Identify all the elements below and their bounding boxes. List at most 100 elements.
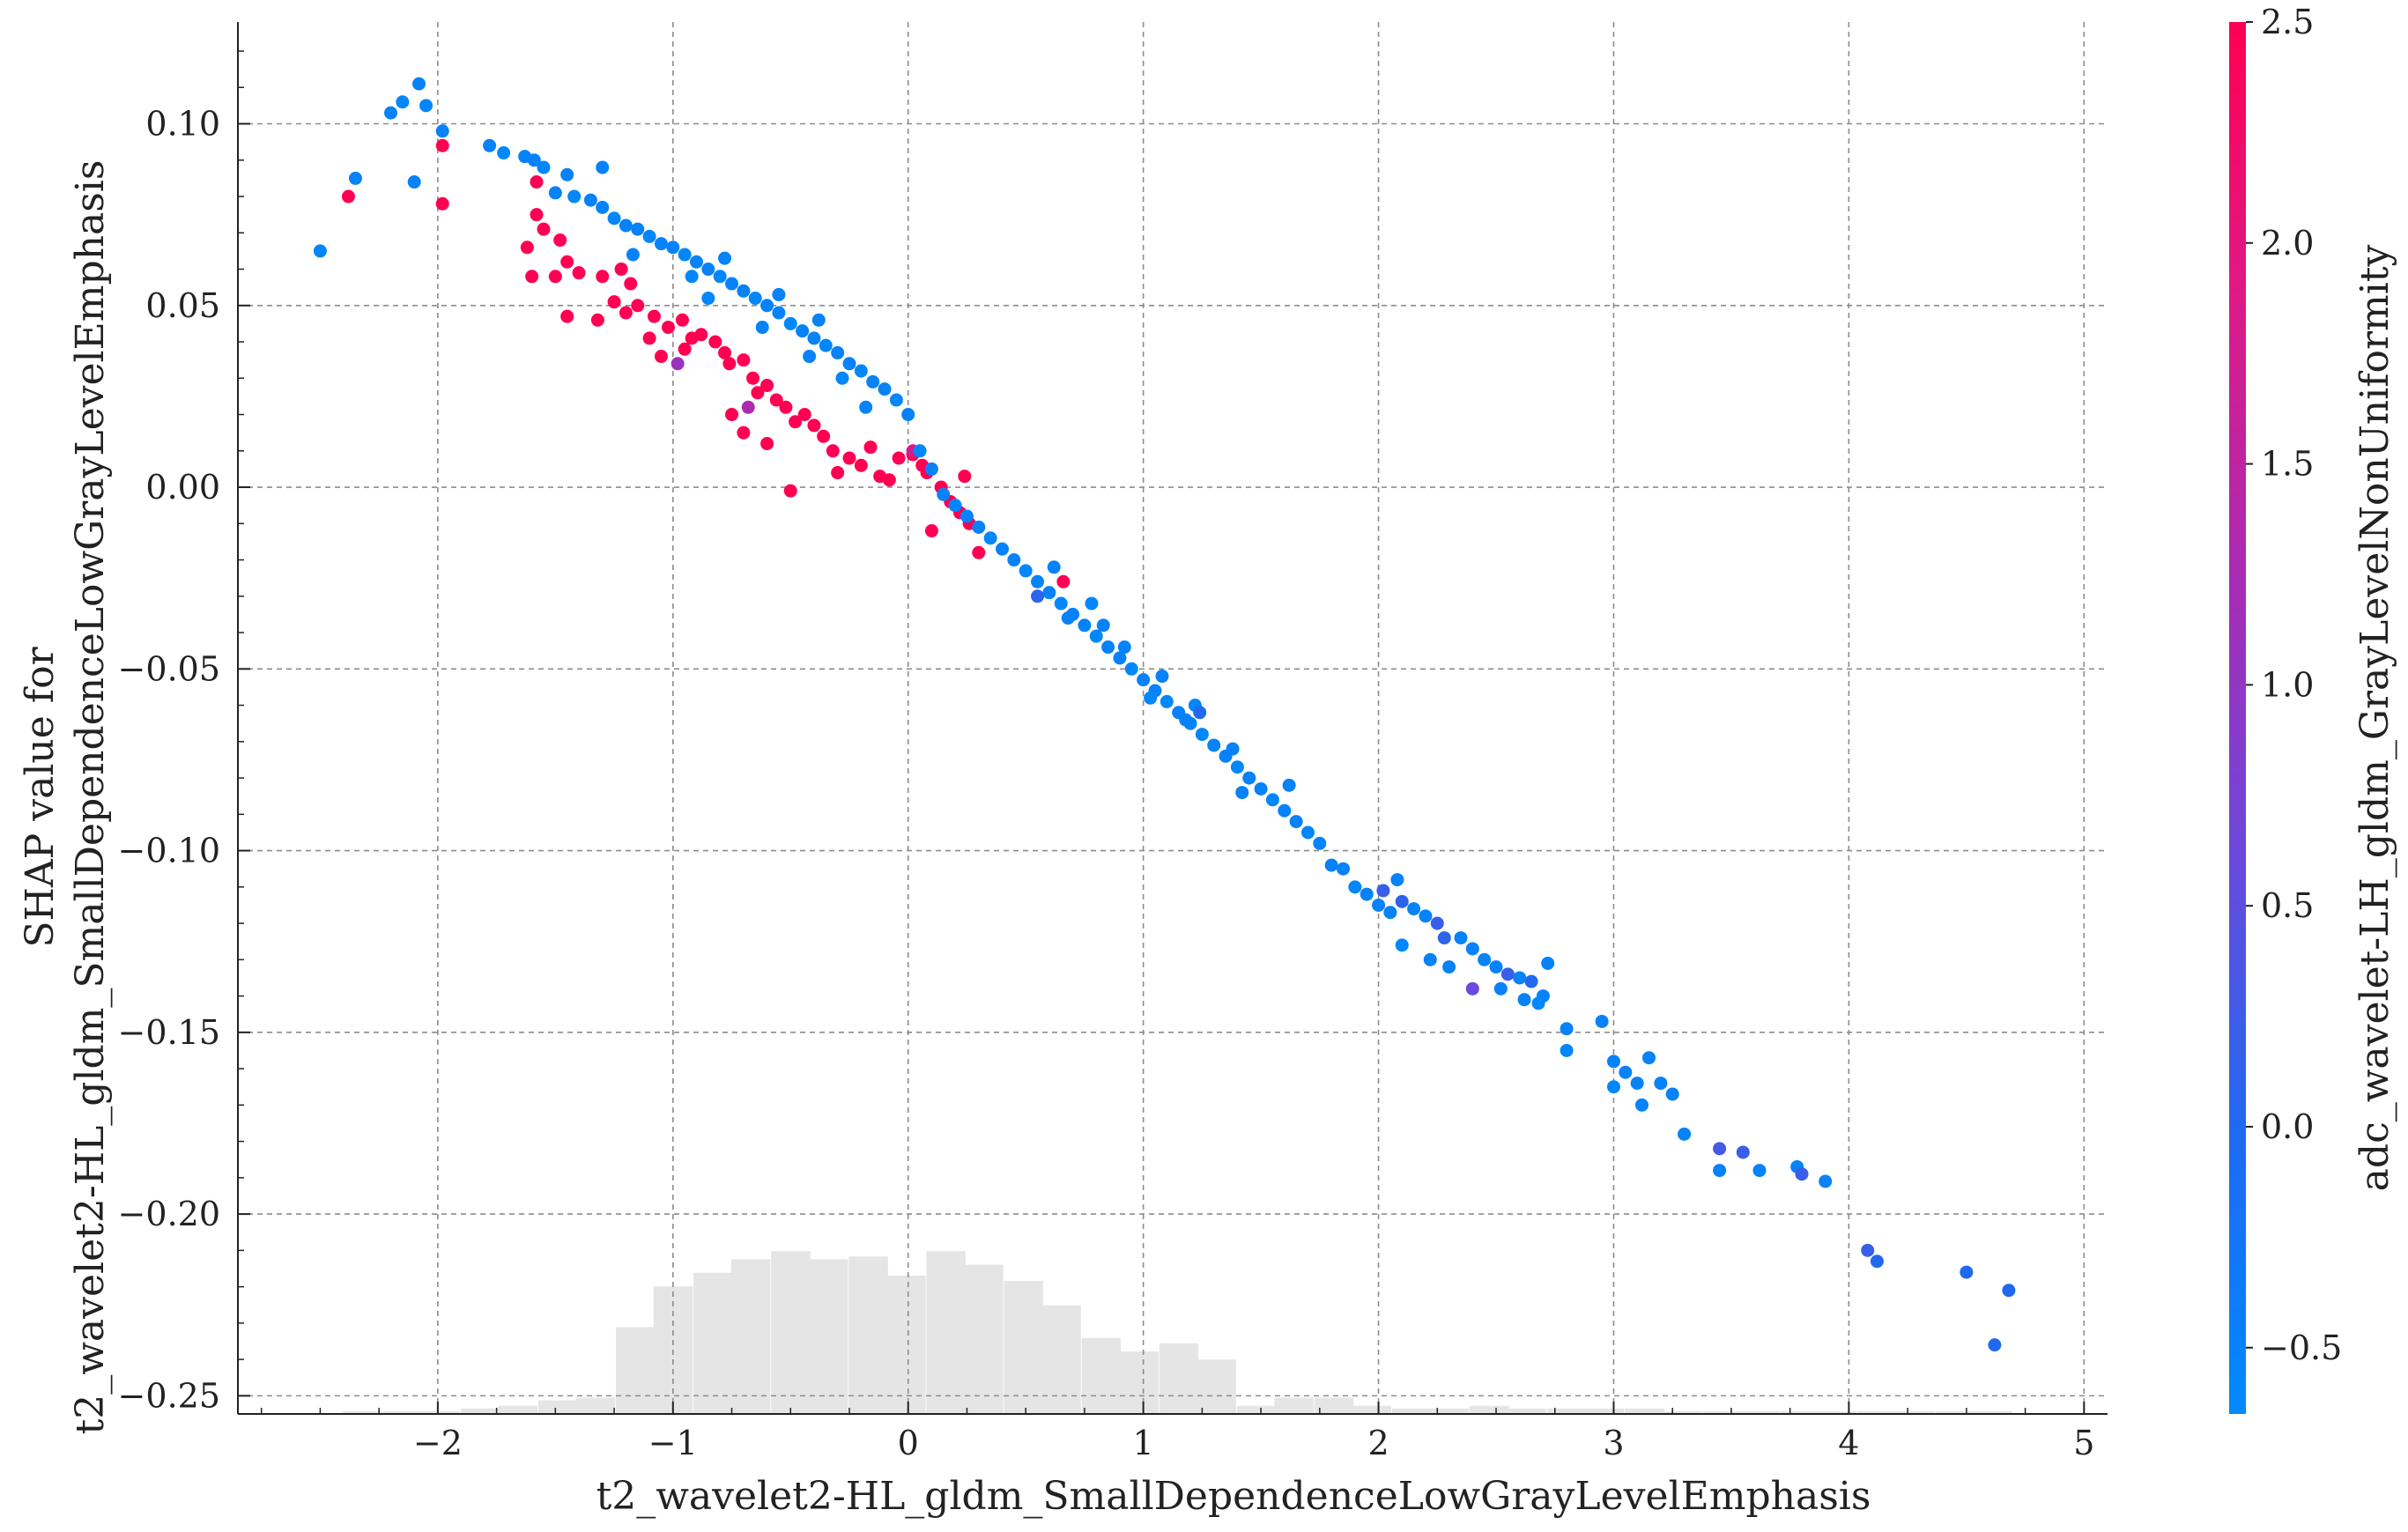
scatter-point [1031,589,1045,603]
y-tick-label: −0.10 [118,832,220,870]
scatter-point [313,244,327,258]
histogram-bar [1391,1408,1432,1414]
scatter-point [746,371,760,385]
scatter-point [1635,1098,1649,1112]
colorbar: 2.5 2.0 1.5 1.0 0.5 0.0 −0.5 [2229,3,2342,1414]
histogram-bar [382,1410,423,1414]
scatter-point [654,350,668,364]
histogram-bar [1780,1410,1819,1414]
histogram-bar [1895,1410,1935,1414]
scatter-point [1047,560,1061,574]
scatter-point [1500,967,1515,981]
x-tick-label: 0 [898,1424,919,1462]
scatter-point [863,440,878,455]
scatter-point [419,99,433,113]
scatter-point [435,124,449,138]
scatter-point [826,444,840,458]
y-axis-title-line-1: SHAP value for [18,646,63,947]
histogram-bar [1935,1410,1975,1414]
histogram-bar [848,1256,888,1414]
scatter-point [624,277,638,291]
x-tick-label: −2 [413,1424,463,1462]
scatter-point [854,364,868,378]
colorbar-tick-label: 2.0 [2261,224,2314,263]
scatter-point [572,266,586,280]
histogram-bar [460,1408,500,1414]
scatter-point [972,520,986,534]
scatter-point [995,542,1009,556]
histogram-bar [771,1251,811,1414]
scatter-point [1360,887,1374,901]
scatter-point [383,106,397,120]
scatter-point [1313,836,1327,850]
scatter-point [1960,1265,1974,1279]
scatter-point [607,295,621,309]
scatter-point [675,313,689,327]
scatter-point [958,470,972,484]
scatter-point [1282,778,1296,792]
scatter-point [737,426,751,440]
scatter-point [1089,629,1103,643]
scatter-point [1489,960,1503,974]
x-tick-label: −1 [648,1424,698,1462]
scatter-point [1619,1065,1633,1079]
scatter-point [1061,611,1075,625]
scatter-point [1226,742,1240,756]
scatter-point [647,309,661,323]
scatter-point [1819,1174,1833,1188]
scatter-point [1113,651,1127,665]
scatter-point [789,415,803,429]
histogram-bar [1081,1337,1122,1414]
scatter-point [1042,586,1056,600]
scatter-point [560,255,574,269]
scatter-point [1560,1043,1574,1057]
scatter-point [435,196,449,211]
scatter-point [713,270,727,284]
histogram-bar [1274,1397,1314,1414]
scatter-point [722,357,737,371]
scatter-point [520,241,534,255]
scatter-point [1665,1087,1679,1101]
scatter-point [527,153,541,167]
scatter-point [407,175,421,189]
scatter-point [396,95,410,109]
scatter-point [725,277,739,291]
scatter-point [760,437,774,451]
colorbar-tick-label: 0.5 [2261,886,2314,925]
scatter-point [1517,993,1531,1007]
scatter-point [1254,781,1268,796]
scatter-point [831,466,845,480]
y-tick-label: 0.05 [145,286,220,325]
scatter-point [1713,1164,1727,1178]
scatter-point [783,484,797,498]
grid-lines [238,22,2108,1414]
x-tick-label: 4 [1838,1424,1859,1462]
histogram-bar [1469,1405,1509,1414]
scatter-point [1019,564,1033,578]
scatter-point [596,160,610,174]
histogram-bar [1004,1281,1044,1414]
colorbar-tick-label: 0.0 [2261,1107,2314,1146]
scatter-point [412,77,426,91]
histogram-bar [498,1405,538,1414]
scatter-point [1096,618,1110,633]
histogram-bar [1818,1410,1857,1414]
y-tick-label: −0.25 [118,1376,220,1415]
x-tick-label: 5 [2073,1424,2094,1462]
scatter-point [619,218,633,233]
scatter-point [779,400,793,414]
feature-histogram [343,1251,2012,1414]
scatter-point [1442,960,1456,974]
y-tick-label: −0.20 [118,1195,220,1233]
scatter-point [626,248,640,262]
colorbar-ticks: 2.5 2.0 1.5 1.0 0.5 0.0 −0.5 [2246,3,2342,1367]
scatter-point [859,400,873,414]
scatter-point [1101,640,1115,655]
scatter-point [1144,691,1158,705]
scatter-point [842,357,856,371]
scatter-point [772,306,786,320]
scatter-point [1524,974,1538,988]
scatter-point [642,331,656,345]
colorbar-gradient [2229,22,2246,1414]
